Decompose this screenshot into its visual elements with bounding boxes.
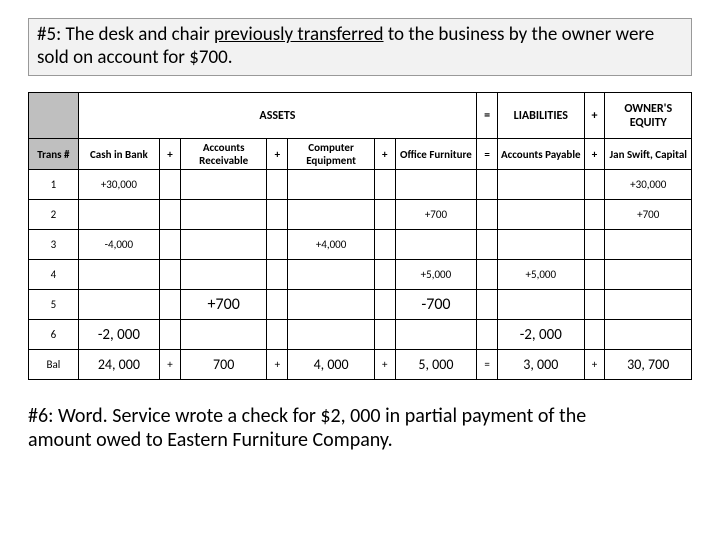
r5-of: -700 [395,290,476,320]
footer-line1: #6: Word. Service wrote a check for $2, … [28,404,692,428]
hdr-p1: + [160,139,181,170]
bal-ce: 4, 000 [288,350,374,380]
hdr-assets: ASSETS [78,93,476,139]
r1-cash: +30,000 [78,170,159,200]
r2-cap: +700 [605,200,692,230]
r1-cap: +30,000 [605,170,692,200]
bal-p4: + [584,350,605,380]
hdr-liabilities: LIABILITIES [498,93,584,139]
r3-ce: +4,000 [288,230,374,260]
hdr-eq1: = [477,93,498,139]
hdr-p3: + [374,139,395,170]
hdr-p4: + [584,139,605,170]
hdr-equity: OWNER'S EQUITY [605,93,692,139]
title-underlined: previously transferred [214,23,384,46]
accounting-table: ASSETS = LIABILITIES + OWNER'S EQUITY Tr… [28,92,692,380]
hdr-ap: Accounts Payable [498,139,584,170]
table-row: 6 -2, 000 -2, 000 [29,320,692,350]
r2-n: 2 [29,200,79,230]
table-row: 1 +30,000 +30,000 [29,170,692,200]
bal-ar: 700 [180,350,266,380]
r3-cash: -4,000 [78,230,159,260]
problem-5-title: #5: The desk and chair previously transf… [28,18,692,76]
bal-ap: 3, 000 [498,350,584,380]
r4-n: 4 [29,260,79,290]
r1-n: 1 [29,170,79,200]
hdr-e1: = [477,139,498,170]
bal-p2: + [267,350,288,380]
problem-6-text: #6: Word. Service wrote a check for $2, … [28,404,692,452]
r6-ap: -2, 000 [498,320,584,350]
bal-p1: + [160,350,181,380]
hdr-cash: Cash in Bank [78,139,159,170]
bal-e: = [477,350,498,380]
r3-n: 3 [29,230,79,260]
table-row: 4 +5,000 +5,000 [29,260,692,290]
r2-of: +700 [395,200,476,230]
hdr-ar: Accounts Receivable [180,139,266,170]
table-row: 2 +700 +700 [29,200,692,230]
hdr-p2: + [267,139,288,170]
r4-ap: +5,000 [498,260,584,290]
hdr-ce: Computer Equipment [288,139,374,170]
r6-cash: -2, 000 [78,320,159,350]
bal-of: 5, 000 [395,350,476,380]
hdr-of: Office Furniture [395,139,476,170]
hdr-blank [29,93,79,139]
hdr-cap: Jan Swift, Capital [605,139,692,170]
table-row: 3 -4,000 +4,000 [29,230,692,260]
table-row: 5 +700 -700 [29,290,692,320]
title-prefix: #5: The desk and chair [37,23,214,46]
table-row-balance: Bal 24, 000 + 700 + 4, 000 + 5, 000 = 3,… [29,350,692,380]
r5-ar: +700 [180,290,266,320]
r5-n: 5 [29,290,79,320]
hdr-trans: Trans # [29,139,79,170]
footer-line2: amount owed to Eastern Furniture Company… [28,428,692,452]
hdr-plus1: + [584,93,605,139]
bal-cash: 24, 000 [78,350,159,380]
r4-of: +5,000 [395,260,476,290]
bal-p3: + [374,350,395,380]
bal-n: Bal [29,350,79,380]
r6-n: 6 [29,320,79,350]
bal-cap: 30, 700 [605,350,692,380]
